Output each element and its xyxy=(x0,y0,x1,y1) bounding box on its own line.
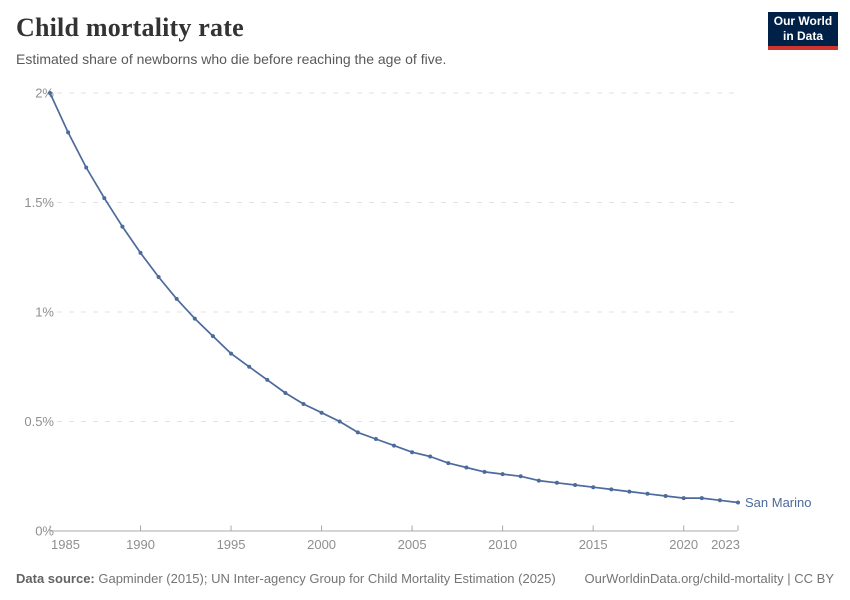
data-point-2020[interactable] xyxy=(681,496,686,501)
owid-logo-line1: Our World xyxy=(773,14,833,28)
data-point-2005[interactable] xyxy=(410,450,415,455)
y-axis-tick-label: 1% xyxy=(35,305,54,320)
data-point-1985[interactable] xyxy=(48,91,52,95)
data-point-2002[interactable] xyxy=(355,430,360,435)
data-point-2007[interactable] xyxy=(446,461,451,466)
chart-subtitle: Estimated share of newborns who die befo… xyxy=(16,51,447,67)
data-point-2004[interactable] xyxy=(392,443,396,448)
chart-title: Child mortality rate xyxy=(16,13,244,42)
data-point-1987[interactable] xyxy=(84,165,89,170)
data-point-2022[interactable] xyxy=(717,498,722,503)
data-point-2012[interactable] xyxy=(536,478,541,483)
data-point-1998[interactable] xyxy=(283,391,288,395)
data-point-1997[interactable] xyxy=(265,377,270,382)
data-point-1992[interactable] xyxy=(174,296,179,301)
x-axis-tick-label: 2015 xyxy=(579,537,608,552)
data-point-2001[interactable] xyxy=(337,419,342,424)
data-source-text: Gapminder (2015); UN Inter-agency Group … xyxy=(94,571,556,586)
data-point-2011[interactable] xyxy=(518,474,523,479)
data-source-label: Data source: xyxy=(16,571,95,586)
data-point-2016[interactable] xyxy=(609,487,614,492)
chart-footer: Data source: Gapminder (2015); UN Inter-… xyxy=(16,571,834,586)
data-point-1999[interactable] xyxy=(301,402,306,406)
owid-logo[interactable]: Our World in Data xyxy=(768,12,838,50)
data-point-1989[interactable] xyxy=(120,224,125,229)
y-axis-tick-label: 2% xyxy=(35,86,54,101)
y-axis-tick-label: 1.5% xyxy=(24,195,54,210)
x-axis-tick-label: 1995 xyxy=(217,537,246,552)
data-point-2018[interactable] xyxy=(645,491,650,496)
series-label-san-marino[interactable]: San Marino xyxy=(745,494,812,510)
x-axis-tick-label: 2023 xyxy=(711,537,740,552)
data-point-1990[interactable] xyxy=(138,250,143,255)
data-point-2009[interactable] xyxy=(482,469,487,474)
data-point-2017[interactable] xyxy=(627,489,632,494)
data-point-1995[interactable] xyxy=(229,351,234,356)
data-source-note: Data source: Gapminder (2015); UN Inter-… xyxy=(16,571,556,586)
data-point-2021[interactable] xyxy=(699,496,704,501)
owid-url-link[interactable]: OurWorldinData.org/child-mortality | CC … xyxy=(584,571,835,586)
x-axis-tick-label: 1985 xyxy=(51,537,80,552)
data-point-2015[interactable] xyxy=(591,485,596,490)
data-point-1994[interactable] xyxy=(210,334,215,339)
data-point-1996[interactable] xyxy=(247,364,252,369)
data-point-1991[interactable] xyxy=(156,275,161,279)
data-point-2008[interactable] xyxy=(464,465,469,470)
data-point-2003[interactable] xyxy=(373,437,378,441)
x-axis-tick-label: 1990 xyxy=(126,537,155,552)
data-point-2010[interactable] xyxy=(500,472,505,477)
data-point-1986[interactable] xyxy=(66,130,71,135)
data-point-2006[interactable] xyxy=(428,454,433,459)
data-point-2019[interactable] xyxy=(663,494,668,498)
data-point-1988[interactable] xyxy=(102,196,107,201)
data-point-2023[interactable] xyxy=(736,500,740,505)
x-axis-tick-label: 2005 xyxy=(398,537,427,552)
x-axis-tick-label: 2020 xyxy=(669,537,698,552)
x-axis-tick-label: 2000 xyxy=(307,537,336,552)
x-axis-tick-label: 2010 xyxy=(488,537,517,552)
owid-logo-line2: in Data xyxy=(782,29,823,43)
data-point-1993[interactable] xyxy=(192,316,197,321)
data-point-2000[interactable] xyxy=(319,410,324,415)
data-point-2013[interactable] xyxy=(554,480,559,485)
y-axis-tick-label: 0.5% xyxy=(24,414,54,429)
data-point-2014[interactable] xyxy=(573,483,578,487)
series-line-san-marino[interactable] xyxy=(49,92,739,504)
